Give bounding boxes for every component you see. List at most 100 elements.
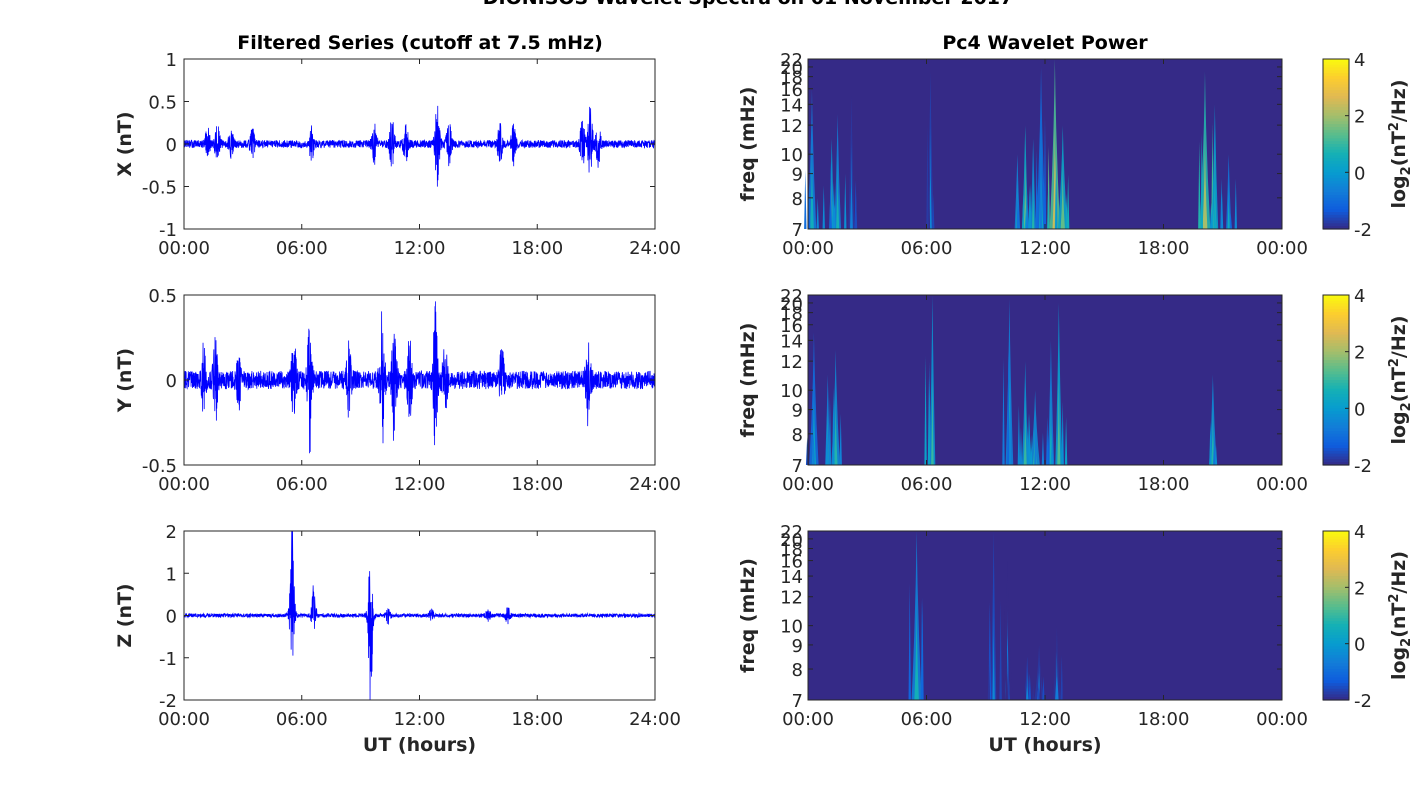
colorbar-swatch (1323, 595, 1349, 600)
wavelet-power-streak (1066, 174, 1070, 229)
colorbar-swatch (1323, 685, 1349, 690)
x-tick-label: 06:00 (276, 238, 328, 259)
colorbar-swatch (1323, 632, 1349, 636)
x-tick-label: 00:00 (158, 474, 210, 495)
colorbar-swatch (1323, 360, 1349, 364)
wavelet-power-core (1023, 397, 1027, 465)
colorbar-swatch (1323, 155, 1349, 159)
y-tick-label: 14 (780, 331, 803, 352)
wavelet-power-streak (1029, 183, 1032, 229)
wavelet-power-core (914, 590, 919, 700)
y-tick-label: 0 (166, 607, 177, 628)
wavelet-power-streak (1209, 420, 1212, 465)
wavelet-power-streak (839, 413, 842, 465)
colorbar-swatch (1323, 104, 1349, 108)
y-tick-label: 9 (792, 165, 803, 186)
colorbar-label: log2(nT2/Hz) (1387, 551, 1414, 680)
wavelet-power-streak (1041, 432, 1045, 465)
colorbar-swatch (1323, 416, 1349, 421)
colorbar-swatch (1323, 195, 1349, 199)
colorbar-swatch (1323, 615, 1349, 619)
wavelet-power-streak (1028, 413, 1031, 465)
wavelet-power-streak (1214, 445, 1218, 465)
signal-trace-x (183, 105, 656, 187)
colorbar-swatch (1323, 87, 1349, 91)
wavelet-power-streak (920, 599, 924, 700)
colorbar-swatch (1323, 217, 1349, 222)
colorbar-swatch (1323, 553, 1349, 557)
wavelet-power-streak (1017, 405, 1021, 465)
colorbar-swatch (1323, 172, 1349, 176)
colorbar-swatch (1323, 300, 1349, 305)
right-column-title: Pc4 Wavelet Power (942, 32, 1148, 54)
wavelet-power-core (1031, 170, 1035, 229)
y-tick-label: 2 (166, 522, 177, 543)
y-tick-label: 18 (780, 304, 803, 325)
signal-trace-y (183, 301, 656, 454)
colorbar-tick-label: 0 (1354, 163, 1365, 184)
wavelet-power-streak (1234, 178, 1238, 229)
wavelet-power-streak (1046, 416, 1049, 465)
y-tick-label: 8 (792, 425, 803, 446)
wavelet-power-streak (1007, 657, 1010, 700)
colorbar-swatch (1323, 439, 1349, 443)
y-tick-label: 10 (780, 381, 803, 402)
colorbar-swatch (1323, 394, 1349, 398)
colorbar-swatch (1323, 388, 1349, 392)
colorbar-swatch (1323, 567, 1349, 572)
colorbar-swatch (1323, 169, 1349, 173)
colorbar-swatch (1323, 175, 1349, 179)
colorbar-box (1322, 530, 1350, 701)
y-tick-label: 9 (792, 636, 803, 657)
colorbar-swatch (1323, 348, 1349, 353)
colorbar-swatch (1323, 197, 1349, 202)
colorbar-label-end: /Hz) (1388, 551, 1410, 594)
y-tick-label: -2 (159, 691, 177, 712)
colorbar-swatch (1323, 178, 1349, 182)
colorbar-swatch (1323, 206, 1349, 210)
y-axis-label: freq (mHz) (737, 87, 759, 202)
y-tick-label: 22 (780, 286, 803, 307)
colorbar-swatch (1323, 590, 1349, 594)
colorbar-swatch (1323, 365, 1349, 370)
colorbar-swatch (1323, 635, 1349, 639)
wavelet-power-streak (856, 172, 860, 229)
colorbar-swatch (1323, 331, 1349, 336)
colorbar-swatch (1323, 93, 1349, 97)
wavelet-power-core (1202, 126, 1208, 229)
colorbar-swatch (1323, 559, 1349, 563)
wavelet-power-streak (987, 645, 991, 700)
y-tick-label: 22 (780, 522, 803, 543)
colorbar-swatch (1323, 64, 1349, 69)
wavelet-power-streak (1064, 416, 1068, 465)
y-tick-label: 18 (780, 68, 803, 89)
colorbar-swatch (1323, 604, 1349, 608)
colorbar-swatch (1323, 697, 1349, 701)
y-tick-label: 18 (780, 540, 803, 561)
wavelet-power-streak (1028, 673, 1032, 700)
colorbar-label-mid: (nT (1388, 367, 1410, 402)
colorbar-swatch (1323, 436, 1349, 441)
y-tick-label: 0 (166, 135, 177, 156)
colorbar-swatch (1323, 59, 1349, 63)
colorbar-swatch (1323, 640, 1349, 645)
colorbar-swatch (1323, 161, 1349, 165)
colorbar-swatch (1323, 657, 1349, 662)
x-tick-label: 00:00 (1256, 709, 1308, 730)
colorbar-swatch (1323, 584, 1349, 588)
wavelet-power-streak (1229, 213, 1232, 229)
colorbar-tick-label: 4 (1354, 522, 1365, 543)
colorbar-swatch (1323, 450, 1349, 455)
wavelet-power-core (929, 126, 932, 229)
colorbar-tick-label: 0 (1354, 399, 1365, 420)
colorbar-swatch (1323, 638, 1349, 642)
colorbar-swatch (1323, 598, 1349, 603)
colorbar-box (1322, 294, 1350, 466)
wavelet-power-core (931, 354, 934, 465)
x-tick-label: 12:00 (394, 238, 446, 259)
heatmap-background (808, 295, 1282, 465)
wavelet-power-streak (828, 397, 832, 465)
